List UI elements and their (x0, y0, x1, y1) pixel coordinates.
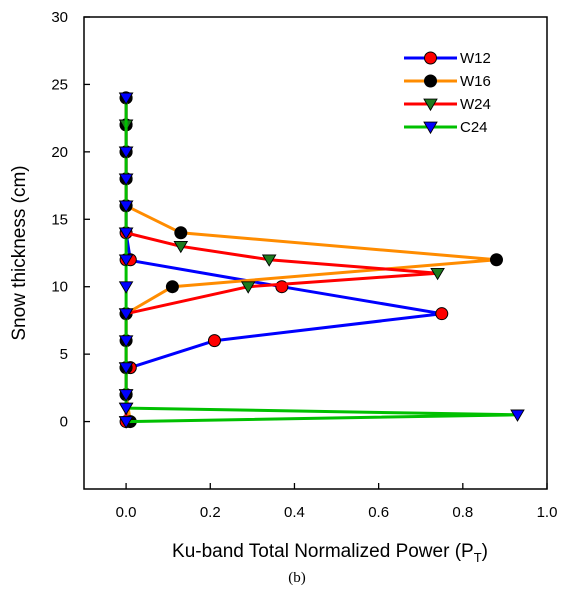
data-point-w24 (173, 240, 189, 254)
legend-swatch-marker (423, 121, 438, 135)
y-tick-label: 0 (60, 414, 68, 431)
legend-label: W16 (460, 73, 491, 90)
legend-label: W12 (460, 50, 491, 67)
data-point-w12 (207, 334, 221, 348)
x-axis-title-sub: T (474, 550, 482, 565)
y-axis-title: Snow thickness (cm) (9, 165, 30, 340)
data-point-c24 (118, 416, 134, 429)
figure-caption: (b) (288, 570, 306, 586)
x-tick-label: 0.4 (284, 504, 305, 521)
data-point-c24 (118, 92, 134, 105)
data-point-c24 (118, 254, 134, 267)
data-point-c24 (118, 308, 134, 321)
data-point-c24 (118, 200, 134, 213)
data-point-w16 (165, 280, 179, 294)
data-point-w24 (240, 281, 256, 294)
data-point-w12 (435, 307, 449, 321)
data-point-c24 (510, 409, 525, 422)
y-ticks: 0 5 10 15 20 25 30 (51, 9, 90, 431)
legend-item-c24: C24 (404, 119, 488, 136)
y-tick-label: 25 (51, 76, 68, 93)
data-point-w24 (430, 267, 445, 281)
data-point-c24 (118, 227, 134, 240)
data-point-w24 (261, 254, 277, 267)
y-tick-label: 15 (51, 211, 68, 228)
x-tick-label: 0.2 (200, 504, 221, 521)
series-c24 (118, 92, 525, 429)
data-point-c24 (118, 173, 134, 186)
plot-frame (83, 16, 548, 490)
x-tick-label: 0.6 (368, 504, 389, 521)
y-tick-label: 5 (60, 346, 68, 363)
legend-label: C24 (460, 119, 488, 136)
data-point-c24 (118, 335, 134, 348)
data-point-c24 (118, 402, 134, 416)
x-axis-title-end: ) (482, 541, 488, 562)
legend-swatch-marker (423, 98, 438, 112)
legend-label: W24 (460, 96, 491, 113)
x-ticks: 0.0 0.2 0.4 0.6 0.8 1.0 (116, 483, 558, 521)
x-tick-label: 1.0 (537, 504, 558, 521)
data-point-c24 (118, 146, 134, 159)
legend-item-w24: W24 (404, 96, 491, 113)
data-point-c24 (118, 362, 134, 375)
data-point-c24 (118, 281, 134, 294)
series-line-w16 (124, 97, 498, 422)
series-w16 (119, 91, 503, 429)
legend-item-w16: W16 (404, 73, 491, 90)
x-axis-title-main: Ku-band Total Normalized Power (P (172, 541, 474, 562)
x-tick-label: 0.8 (452, 504, 473, 521)
y-tick-label: 30 (51, 9, 68, 26)
series-w24 (118, 92, 445, 429)
legend: W12 W16 W24 C24 (404, 50, 491, 136)
series-line-w24 (124, 97, 440, 422)
data-point-w16 (174, 226, 188, 240)
legend-swatch-marker (424, 51, 437, 65)
legend-item-w12: W12 (404, 50, 491, 67)
data-point-c24 (118, 389, 134, 402)
y-tick-label: 20 (51, 144, 68, 161)
data-point-w16 (489, 253, 503, 267)
x-tick-label: 0.0 (116, 504, 137, 521)
series-line-c24 (124, 97, 519, 424)
series-layer (118, 91, 525, 429)
y-tick-label: 10 (51, 279, 68, 296)
legend-swatch-marker (424, 74, 437, 88)
x-axis-title: Ku-band Total Normalized Power (PT) (172, 541, 488, 565)
